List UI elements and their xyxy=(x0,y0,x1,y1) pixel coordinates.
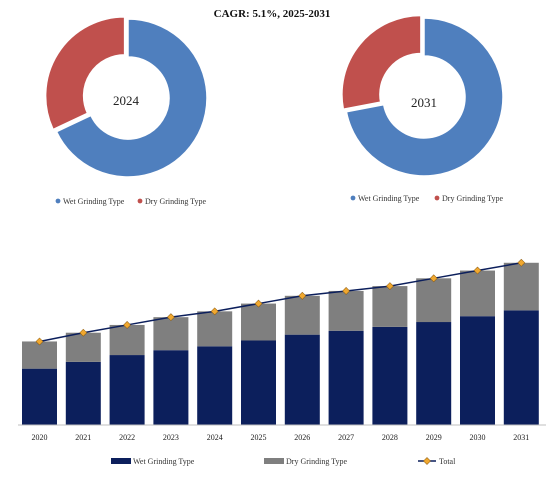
legend-marker-wet xyxy=(350,195,356,201)
total-marker-2027 xyxy=(342,287,350,295)
bar-wet-2029 xyxy=(416,322,452,425)
bar-wet-2024 xyxy=(197,346,233,425)
total-marker-2026 xyxy=(298,291,307,300)
donut-chart-2031: 2031 Wet Grinding Type Dry Grinding Type xyxy=(341,14,504,203)
x-tick-label: 2023 xyxy=(163,433,179,442)
bar-wet-2026 xyxy=(284,334,320,425)
total-marker-2024 xyxy=(210,307,219,316)
x-tick-label: 2024 xyxy=(207,433,223,442)
bar-dry-2027 xyxy=(328,290,364,331)
total-marker-2021 xyxy=(79,328,88,337)
bar-wet-2030 xyxy=(460,316,495,425)
x-tick-label: 2021 xyxy=(75,433,91,442)
donut-center-label-2031: 2031 xyxy=(411,95,437,110)
bar-dry-2023 xyxy=(153,317,189,351)
bar-dry-2022 xyxy=(109,324,145,356)
bar-wet-2031 xyxy=(503,310,539,425)
bar-dry-2028 xyxy=(372,286,408,327)
bar-legend: Wet Grinding Type Dry Grinding Type Tota… xyxy=(111,457,456,466)
total-marker-2025 xyxy=(254,299,263,308)
legend-label-wet: Wet Grinding Type xyxy=(63,197,125,206)
bar-wet-2027 xyxy=(328,330,364,425)
x-tick-label: 2031 xyxy=(513,433,529,442)
total-marker-2029 xyxy=(429,274,438,283)
bar-dry-2029 xyxy=(416,278,452,323)
donut-chart-2024: 2024 Wet Grinding Type Dry Grinding Type xyxy=(44,16,208,206)
bar-wet-2020 xyxy=(22,368,57,425)
stacked-bar-chart: 2020 2021 2022 2023 2024 2025 2026 2027 2028 2029… xyxy=(18,258,546,466)
legend-marker-dry xyxy=(137,198,143,204)
total-marker-2028 xyxy=(386,282,394,290)
bar-dry-2024 xyxy=(197,311,233,347)
x-tick-label: 2022 xyxy=(119,433,135,442)
bar-dry-2031 xyxy=(503,262,539,311)
total-marker-2030 xyxy=(473,266,482,275)
total-series-line xyxy=(39,262,522,343)
x-tick-label: 2028 xyxy=(382,433,398,442)
total-marker-2031 xyxy=(517,258,526,267)
bar-dry-2025 xyxy=(241,303,276,341)
donut-legend-2024: Wet Grinding Type Dry Grinding Type xyxy=(55,197,207,206)
bar-wet-2023 xyxy=(153,350,189,425)
donut-slice-wet-grinding-type xyxy=(55,18,208,178)
bar-wet-2022 xyxy=(109,355,145,425)
bar-wet-2021 xyxy=(65,361,101,425)
legend-label-total: Total xyxy=(439,457,456,466)
x-tick-label: 2026 xyxy=(294,433,310,442)
x-tick-label: 2029 xyxy=(426,433,442,442)
legend-marker-wet xyxy=(55,198,61,204)
donut-center-label-2024: 2024 xyxy=(113,93,140,108)
total-marker-2020 xyxy=(35,337,44,346)
bar-dry-2026 xyxy=(284,295,320,335)
x-tick-label: 2027 xyxy=(338,433,354,442)
legend-swatch-wet xyxy=(111,458,131,464)
total-marker-2023 xyxy=(167,313,175,322)
donut-slice-dry-grinding-type xyxy=(341,14,422,111)
x-tick-label: 2030 xyxy=(470,433,486,442)
bar-dry-2021 xyxy=(65,332,101,362)
bar-dry-2030 xyxy=(460,270,495,317)
legend-swatch-dry xyxy=(264,458,284,464)
x-tick-label: 2025 xyxy=(251,433,267,442)
total-marker-2022 xyxy=(123,321,131,329)
legend-label-wet: Wet Grinding Type xyxy=(358,194,420,203)
legend-label-dry: Dry Grinding Type xyxy=(286,457,348,466)
chart-title: CAGR: 5.1%, 2025-2031 xyxy=(214,8,331,20)
bar-wet-2028 xyxy=(372,326,408,425)
x-tick-label: 2020 xyxy=(32,433,48,442)
legend-label-wet: Wet Grinding Type xyxy=(133,457,195,466)
bar-wet-2025 xyxy=(241,340,276,425)
bar-dry-2020 xyxy=(22,341,57,369)
legend-label-dry: Dry Grinding Type xyxy=(145,197,207,206)
legend-swatch-total-marker xyxy=(423,457,431,465)
donut-slice-wet-grinding-type xyxy=(345,17,504,177)
legend-label-dry: Dry Grinding Type xyxy=(442,194,504,203)
legend-marker-dry xyxy=(434,195,440,201)
donut-legend-2031: Wet Grinding Type Dry Grinding Type xyxy=(350,194,504,203)
donut-slice-dry-grinding-type xyxy=(44,16,126,131)
